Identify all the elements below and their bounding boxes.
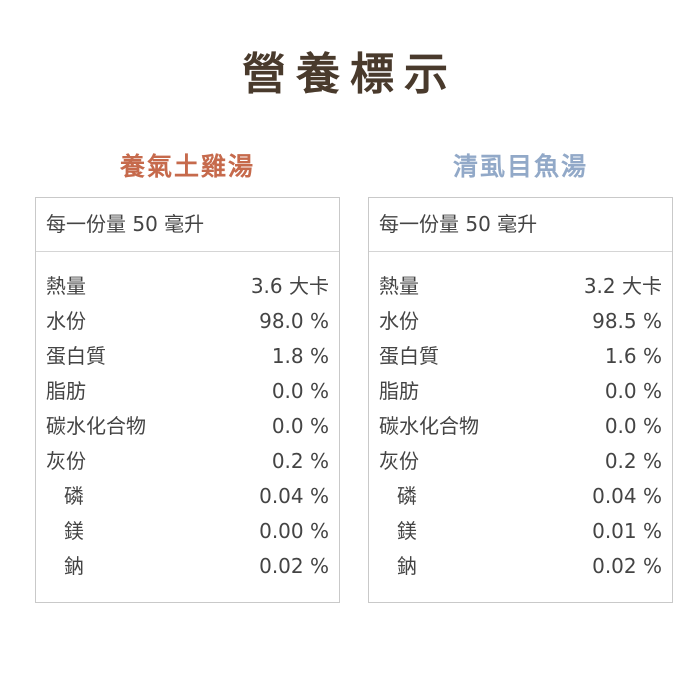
table-row: 碳水化合物 0.0 % (379, 409, 662, 444)
nutrient-label: 灰份 (46, 449, 86, 473)
nutrient-value: 0.04 % (259, 484, 329, 508)
nutrient-label: 磷 (64, 484, 84, 508)
table-row: 灰份 0.2 % (46, 444, 329, 479)
nutrient-label: 蛋白質 (379, 344, 439, 368)
nutrient-label: 脂肪 (379, 379, 419, 403)
nutrient-value: 0.0 % (604, 379, 662, 403)
table-row: 碳水化合物 0.0 % (46, 409, 329, 444)
product-name-chicken-soup: 養氣土雞湯 (119, 152, 255, 181)
product-name-milkfish-soup: 清虱目魚湯 (452, 152, 588, 181)
nutrient-value: 0.2 % (271, 449, 329, 473)
product-name-row: 養氣土雞湯 清虱目魚湯 (35, 147, 673, 183)
table-row: 熱量 3.2 大卡 (379, 269, 662, 304)
nutrition-table-chicken-soup: 每一份量 50 毫升 熱量 3.6 大卡 水份 98.0 % 蛋白質 1.8 %… (35, 197, 340, 603)
nutrient-value: 0.02 % (259, 554, 329, 578)
nutrient-label: 鈉 (64, 554, 84, 578)
page-title: 營養標示 (242, 49, 458, 100)
table-row: 水份 98.5 % (379, 304, 662, 339)
nutrient-label: 脂肪 (46, 379, 86, 403)
nutrient-label: 熱量 (46, 274, 86, 298)
serving-size: 每一份量 50 毫升 (36, 198, 339, 252)
nutrient-value: 1.6 % (604, 344, 662, 368)
table-row: 灰份 0.2 % (379, 444, 662, 479)
nutrient-label: 碳水化合物 (379, 414, 479, 438)
nutrition-tables: 每一份量 50 毫升 熱量 3.6 大卡 水份 98.0 % 蛋白質 1.8 %… (35, 197, 673, 603)
nutrition-table-milkfish-soup: 每一份量 50 毫升 熱量 3.2 大卡 水份 98.5 % 蛋白質 1.6 %… (368, 197, 673, 603)
table-row: 蛋白質 1.6 % (379, 339, 662, 374)
nutrient-value: 0.0 % (271, 379, 329, 403)
table-row: 鈉 0.02 % (46, 549, 329, 584)
nutrient-value: 0.0 % (271, 414, 329, 438)
nutrient-value: 3.6 大卡 (250, 274, 329, 298)
table-row: 熱量 3.6 大卡 (46, 269, 329, 304)
nutrient-label: 碳水化合物 (46, 414, 146, 438)
nutrient-value: 0.04 % (592, 484, 662, 508)
nutrient-label: 鎂 (64, 519, 84, 543)
table-row: 鎂 0.00 % (46, 514, 329, 549)
nutrient-value: 0.01 % (592, 519, 662, 543)
nutrient-label: 鎂 (397, 519, 417, 543)
nutrient-value: 3.2 大卡 (583, 274, 662, 298)
serving-size: 每一份量 50 毫升 (369, 198, 672, 252)
nutrient-value: 0.0 % (604, 414, 662, 438)
nutrient-label: 灰份 (379, 449, 419, 473)
nutrition-table-body: 熱量 3.6 大卡 水份 98.0 % 蛋白質 1.8 % 脂肪 0.0 % 碳… (36, 252, 339, 604)
table-row: 水份 98.0 % (46, 304, 329, 339)
table-row: 磷 0.04 % (379, 479, 662, 514)
table-row: 脂肪 0.0 % (379, 374, 662, 409)
nutrient-label: 蛋白質 (46, 344, 106, 368)
nutrient-label: 鈉 (397, 554, 417, 578)
table-row: 脂肪 0.0 % (46, 374, 329, 409)
table-row: 鎂 0.01 % (379, 514, 662, 549)
nutrient-value: 1.8 % (271, 344, 329, 368)
nutrient-label: 水份 (379, 309, 419, 333)
nutrient-label: 水份 (46, 309, 86, 333)
nutrient-value: 98.0 % (259, 309, 329, 333)
nutrient-value: 0.02 % (592, 554, 662, 578)
nutrient-value: 0.00 % (259, 519, 329, 543)
nutrient-label: 磷 (397, 484, 417, 508)
nutrient-value: 0.2 % (604, 449, 662, 473)
nutrient-label: 熱量 (379, 274, 419, 298)
table-row: 蛋白質 1.8 % (46, 339, 329, 374)
table-row: 磷 0.04 % (46, 479, 329, 514)
nutrition-table-body: 熱量 3.2 大卡 水份 98.5 % 蛋白質 1.6 % 脂肪 0.0 % 碳… (369, 252, 672, 604)
nutrient-value: 98.5 % (592, 309, 662, 333)
table-row: 鈉 0.02 % (379, 549, 662, 584)
